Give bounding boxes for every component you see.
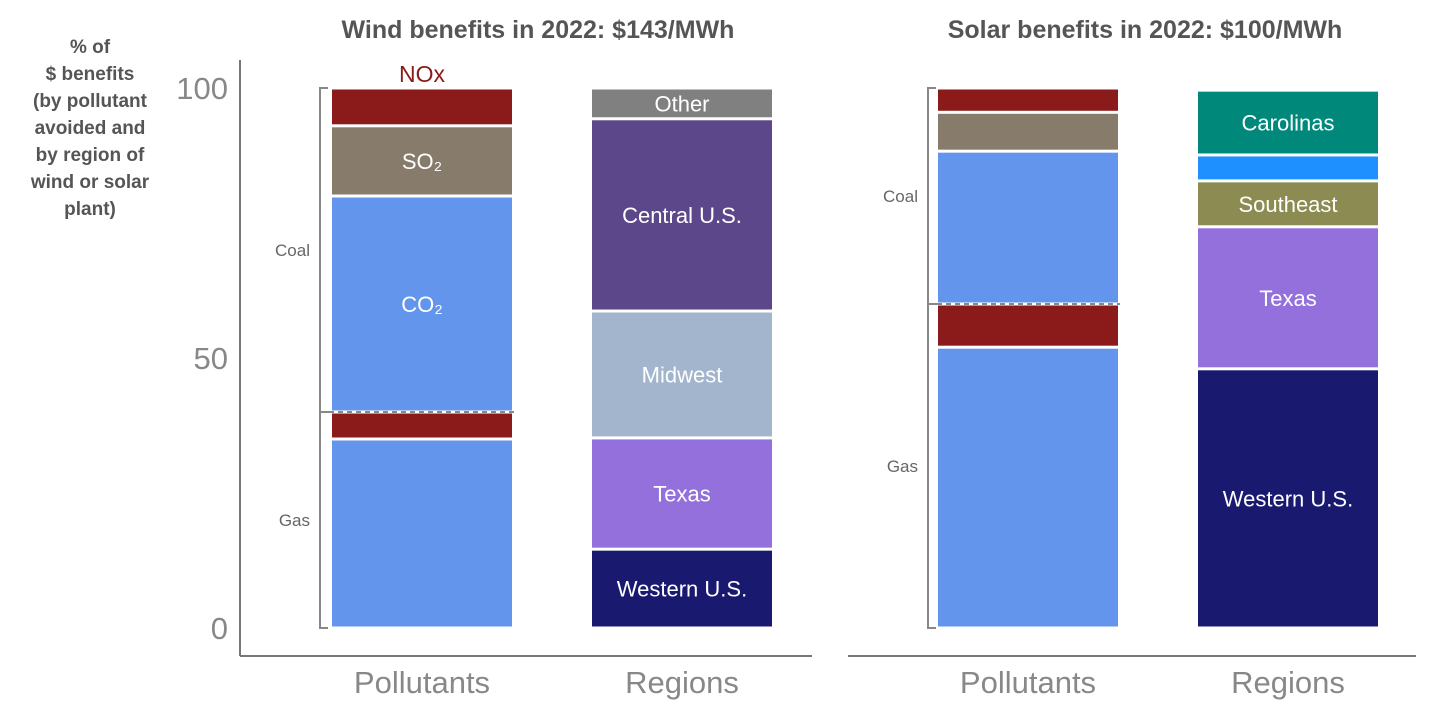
chart-panel-0: Wind benefits in 2022: $143/MWh 0 50 100 Gas… [176, 16, 812, 700]
y-axis-label-line: $ benefits [46, 64, 135, 85]
group-label-gas: Gas [887, 457, 918, 476]
group-label-gas: Gas [279, 511, 310, 530]
bar-segment [592, 312, 772, 437]
segment-label: SO₂ [402, 149, 442, 174]
bar-segment [1198, 156, 1378, 180]
x-tick-label: Pollutants [960, 665, 1096, 700]
bar-segment [332, 89, 512, 125]
bar-segment [592, 439, 772, 548]
group-label-coal: Coal [883, 187, 918, 206]
segment-label: Texas [1259, 286, 1316, 311]
bar-segment [332, 197, 512, 411]
x-tick-label: Regions [1231, 665, 1345, 700]
bracket [927, 87, 936, 629]
bar-segment [332, 127, 512, 195]
chart-title: Solar benefits in 2022: $100/MWh [948, 16, 1343, 44]
y-tick-label: 50 [194, 341, 228, 376]
bar-segment [938, 348, 1118, 627]
bar-segment [938, 89, 1118, 111]
bar-segment [592, 550, 772, 627]
segment-label: Central U.S. [622, 203, 742, 228]
segment-label: Western U.S. [1223, 486, 1353, 511]
bar-segment [938, 152, 1118, 303]
bar-segment [938, 305, 1118, 346]
y-axis-label-line: (by pollutant [33, 91, 148, 112]
bar-segment [1198, 182, 1378, 226]
segment-label: Midwest [642, 362, 723, 387]
segment-label: Carolinas [1242, 111, 1335, 136]
bar-segment [332, 440, 512, 627]
segment-label: Other [654, 91, 709, 116]
y-tick-label: 0 [211, 611, 228, 646]
y-axis-label-line: plant) [64, 199, 116, 220]
bar-segment [1198, 370, 1378, 627]
y-axis-label-line: avoided and [35, 118, 146, 139]
y-axis-label-line: % of [70, 37, 111, 58]
segment-label: CO₂ [401, 292, 443, 317]
bar-segment [592, 89, 772, 118]
chart-title: Wind benefits in 2022: $143/MWh [342, 16, 735, 44]
segment-label: Southeast [1238, 192, 1337, 217]
x-tick-label: Regions [625, 665, 739, 700]
group-label-coal: Coal [275, 241, 310, 260]
y-axis-label-line: by region of [36, 145, 145, 166]
x-tick-label: Pollutants [354, 665, 490, 700]
y-axis-label: % of $ benefits (by pollutant avoided and by… [30, 37, 150, 220]
y-tick-label: 100 [176, 71, 228, 106]
segment-label: Western U.S. [617, 577, 747, 602]
bar-segment [332, 413, 512, 438]
bar-segment [938, 113, 1118, 150]
y-axis-label-line: wind or solar [30, 172, 150, 193]
bar-segment [592, 120, 772, 310]
bar-segment [1198, 228, 1378, 368]
bracket [319, 87, 328, 629]
segment-label: Texas [653, 482, 710, 507]
bar-segment [1198, 91, 1378, 154]
chart-panel-1: Solar benefits in 2022: $100/MWh Gas Coal P… [848, 16, 1416, 700]
segment-label: NOx [399, 61, 446, 87]
